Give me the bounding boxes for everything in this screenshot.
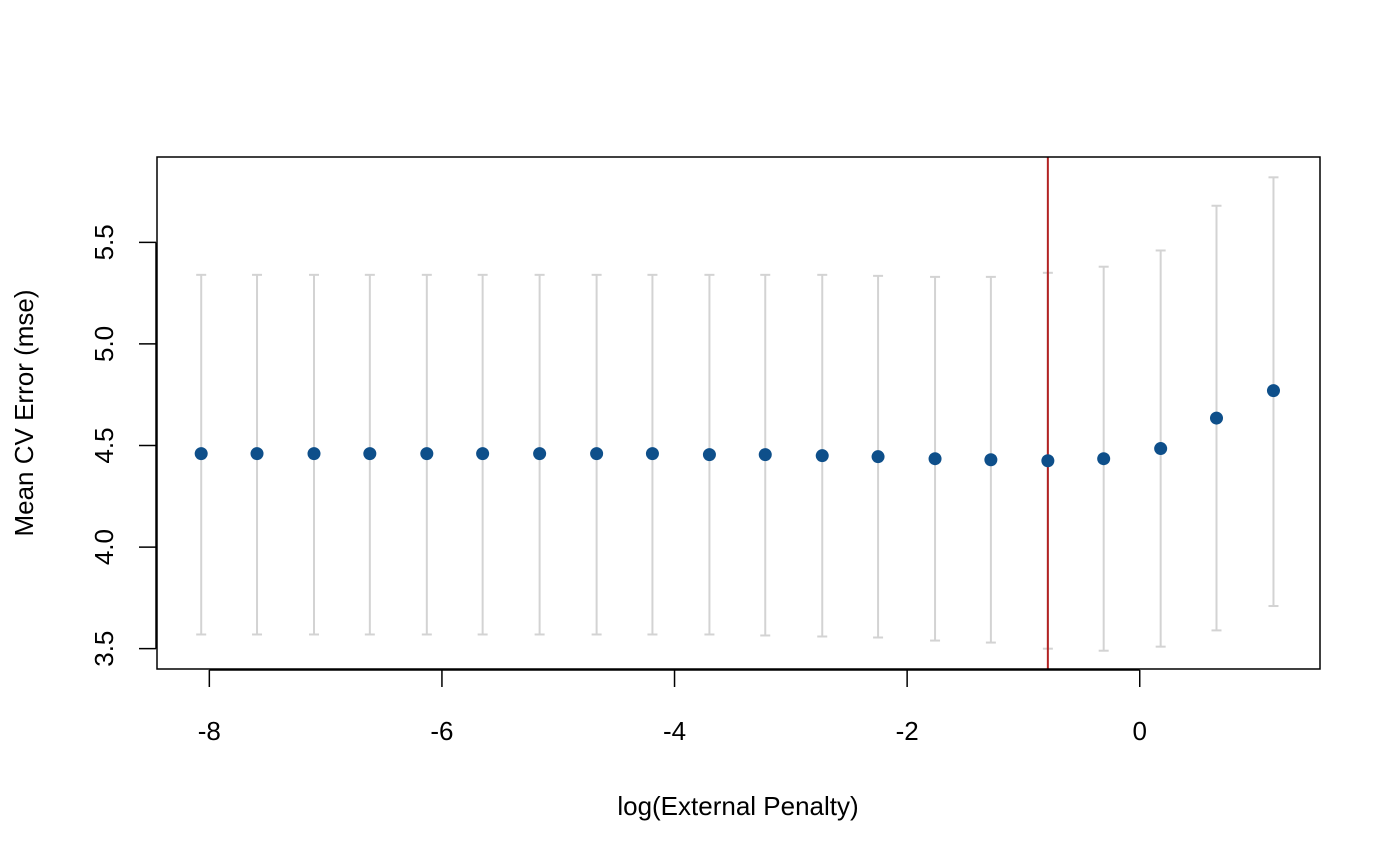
data-point-11: [815, 449, 829, 463]
y-tick-label-1: 4.0: [89, 529, 119, 565]
data-point-6: [533, 447, 547, 461]
data-point-4: [420, 447, 434, 461]
data-point-15: [1041, 454, 1055, 468]
x-tick-label-3: -2: [896, 716, 919, 746]
x-tick-label-2: -4: [663, 716, 686, 746]
y-tick-label-4: 5.5: [89, 224, 119, 260]
y-tick-label-2: 4.5: [89, 427, 119, 463]
data-point-14: [984, 453, 998, 467]
data-point-1: [250, 447, 264, 461]
y-tick-label-3: 5.0: [89, 326, 119, 362]
data-point-10: [758, 448, 772, 462]
y-axis-title: Mean CV Error (mse): [9, 289, 39, 536]
data-point-0: [194, 447, 208, 461]
data-point-7: [590, 447, 604, 461]
x-axis: -8 -6 -4 -2 0: [198, 669, 1147, 746]
data-point-2: [307, 447, 321, 461]
data-point-8: [645, 447, 659, 461]
y-axis: 3.5 4.0 4.5 5.0 5.5: [89, 224, 157, 667]
data-point-9: [702, 448, 716, 462]
y-tick-label-0: 3.5: [89, 631, 119, 667]
data-point-3: [363, 447, 377, 461]
data-point-18: [1209, 411, 1223, 425]
x-tick-label-1: -6: [430, 716, 453, 746]
x-tick-label-4: 0: [1133, 716, 1147, 746]
data-point-13: [928, 452, 942, 466]
point-group: [194, 384, 1280, 468]
plot-frame: [156, 156, 1321, 670]
data-point-17: [1154, 442, 1168, 456]
x-axis-title: log(External Penalty): [617, 791, 858, 821]
x-tick-label-0: -8: [198, 716, 221, 746]
data-point-12: [871, 450, 885, 464]
data-point-16: [1097, 452, 1111, 466]
data-point-19: [1266, 384, 1280, 398]
data-point-5: [476, 447, 490, 461]
